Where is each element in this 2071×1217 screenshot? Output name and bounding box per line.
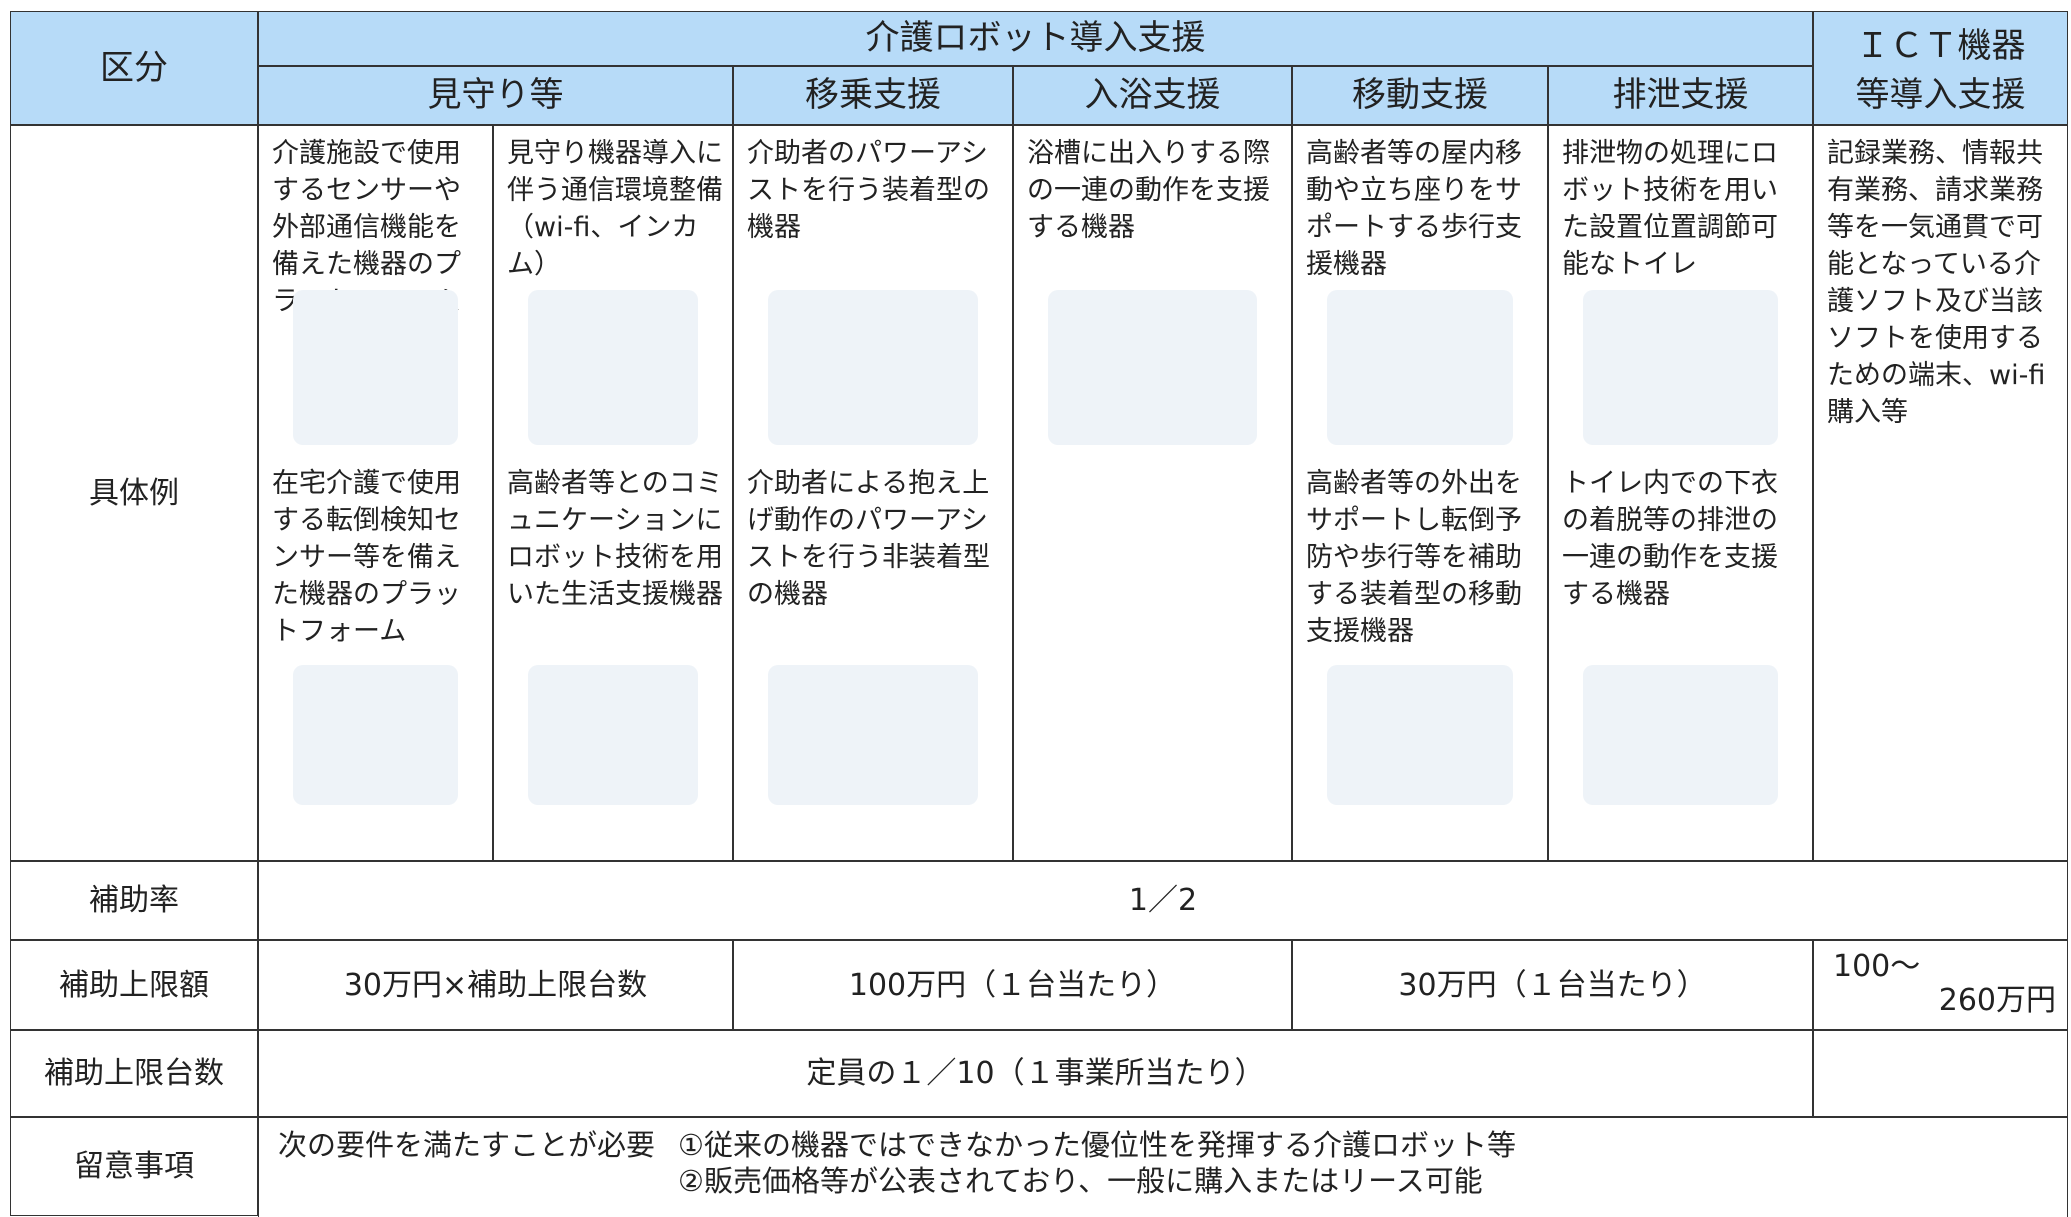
header-cell [258, 66, 733, 125]
header-text: 排泄支援 [1612, 75, 1749, 115]
example-text: 介助者による抱え上げ動作のパワーアシストを行う非装着型の機器 [747, 468, 990, 610]
header-text: 見守り等 [427, 75, 564, 115]
header-cell [1813, 11, 2068, 125]
limit-cell [1813, 940, 2068, 1030]
illustration [293, 665, 458, 805]
illustration [768, 665, 978, 805]
example-cell [1013, 125, 1292, 861]
limit-text: 30万円（１台当たり） [1398, 967, 1707, 1003]
count-text: 定員の１／10（１事業所当たり） [806, 1056, 1265, 1091]
row-label-cell [10, 861, 258, 940]
row-label-cell [10, 1030, 258, 1117]
row-label: 補助上限額 [59, 967, 209, 1003]
row-label: 具体例 [89, 475, 179, 511]
header-text: ＩＣＴ機器 [1855, 25, 2026, 66]
rate-text: 1／2 [1128, 883, 1198, 918]
limit-cell [733, 940, 1292, 1030]
example-text: 高齢者等とのコミュニケーションにロボット技術を用いた生活支援機器 [507, 468, 723, 610]
header-cell [733, 66, 1013, 125]
header-text: 移乗支援 [805, 75, 941, 115]
row-label: 補助率 [89, 883, 179, 918]
rate-cell [258, 861, 2068, 940]
header-cell [1013, 66, 1292, 125]
header-text: 介護ロボット導入支援 [865, 18, 1206, 58]
example-cell [1548, 125, 1813, 861]
limit-text: 100万円（１台当たり） [848, 967, 1177, 1003]
limit-text: 100～ [1833, 949, 1921, 984]
example-cell [493, 125, 733, 861]
row-label-cell [10, 940, 258, 1030]
example-text: 高齢者等の屋内移動や立ち座りをサポートする歩行支援機器 [1306, 138, 1522, 280]
header-text: 入浴支援 [1084, 75, 1221, 115]
illustration [528, 665, 698, 805]
notes-item: ②販売価格等が公表されており、一般に購入またはリース可能 [678, 1164, 1483, 1198]
example-cell [733, 125, 1013, 861]
header-cell [10, 11, 258, 125]
header-text: 移動支援 [1352, 75, 1488, 115]
row-label-cell [10, 1117, 258, 1216]
example-text: 介助者のパワーアシストを行う装着型の機器 [747, 138, 990, 243]
notes-cell [258, 1117, 2068, 1217]
header-cell [1292, 66, 1548, 125]
header-text: 等導入支援 [1855, 74, 2026, 115]
count-cell [1813, 1030, 2068, 1117]
example-text: 在宅介護で使用する転倒検知センサー等を備えた機器のプラットフォーム [272, 468, 461, 647]
notes-intro: 次の要件を満たすことが必要 [278, 1128, 656, 1162]
header-text: 区分 [100, 47, 168, 88]
limit-cell [1292, 940, 1813, 1030]
limit-text: 260万円 [1938, 983, 2056, 1018]
illustration [1327, 665, 1513, 805]
row-label: 留意事項 [74, 1149, 194, 1184]
header-cell [258, 11, 1813, 66]
illustration [1583, 290, 1778, 445]
limit-text: 30万円×補助上限台数 [343, 967, 648, 1003]
example-text: 高齢者等の外出をサポートし転倒予防や歩行等を補助する装着型の移動支援機器 [1306, 468, 1522, 647]
example-cell [1813, 125, 2068, 861]
illustration [528, 290, 698, 445]
example-text: トイレ内での下衣の着脱等の排泄の一連の動作を支援する機器 [1562, 468, 1778, 610]
example-text: 浴槽に出入りする際の一連の動作を支援する機器 [1027, 138, 1270, 243]
illustration [293, 290, 458, 445]
example-text: 排泄物の処理にロボット技術を用いた設置位置調節可能なトイレ [1562, 138, 1778, 280]
example-text: 見守り機器導入に伴う通信環境整備（wi-fi、インカム） [507, 138, 723, 280]
illustration [768, 290, 978, 445]
example-cell [258, 125, 493, 861]
example-text: 記録業務、情報共有業務、請求業務等を一気通貫で可能となっている介護ソフト及び当該… [1827, 138, 2046, 428]
example-cell [1292, 125, 1548, 861]
notes-item: ①従来の機器ではできなかった優位性を発揮する介護ロボット等 [678, 1128, 1516, 1162]
illustration [1048, 290, 1257, 445]
count-cell [258, 1030, 1813, 1117]
row-label: 補助上限台数 [44, 1056, 224, 1091]
illustration [1327, 290, 1513, 445]
limit-cell [258, 940, 733, 1030]
illustration [1583, 665, 1778, 805]
header-cell [1548, 66, 1813, 125]
row-label-cell [10, 125, 258, 861]
